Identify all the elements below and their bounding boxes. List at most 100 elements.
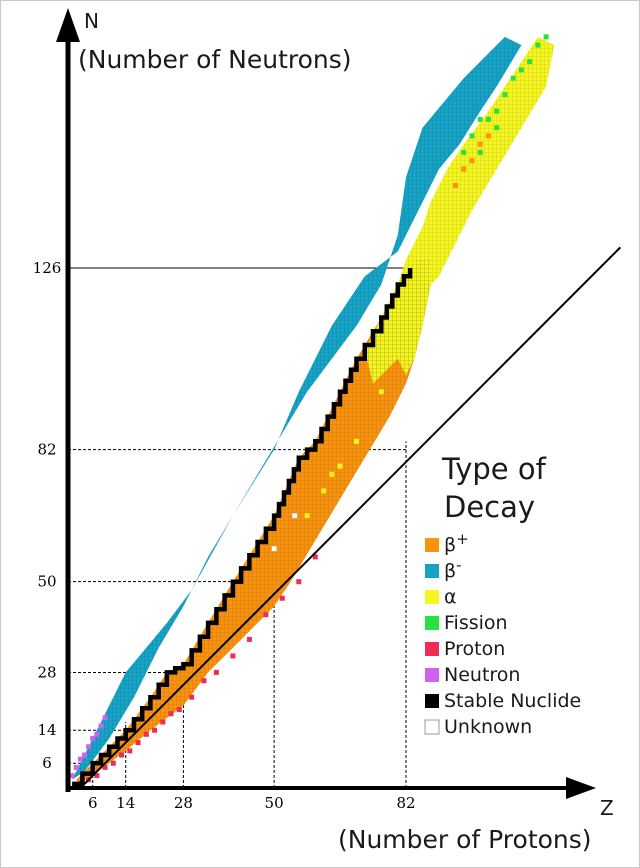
cell-beta-plus	[461, 166, 467, 172]
y-axis-title: (Number of Neutrons)	[78, 45, 352, 74]
cell-neutron	[86, 744, 92, 750]
y-tick-label: 82	[37, 441, 56, 459]
cell-fission	[469, 133, 475, 139]
legend-items: β+β-α Fission Proton Neutron Stable Nuclide U…	[424, 530, 581, 738]
cell-alpha	[304, 513, 310, 519]
region-grid-beta-minus	[72, 36, 522, 780]
cell-proton	[176, 707, 182, 713]
cell-proton	[201, 678, 207, 684]
cell-fission	[543, 34, 549, 40]
cell-fission	[485, 116, 491, 122]
legend-label-fission: Fission	[444, 612, 508, 634]
cell-proton	[135, 740, 141, 746]
legend-label-alpha: α	[444, 586, 457, 608]
legend-label-stable: Stable Nuclide	[444, 690, 581, 712]
cell-proton	[102, 764, 108, 770]
cell-proton	[152, 727, 158, 733]
legend: Type of Decay β+β-α Fission Proton Neutron S…	[424, 452, 581, 738]
cell-fission	[518, 67, 524, 73]
legend-swatch-stable	[425, 694, 439, 708]
y-tick-label: 6	[42, 754, 52, 772]
x-axis-title: (Number of Protons)	[338, 825, 592, 854]
cell-proton	[168, 711, 174, 717]
x-tick-label: 6	[88, 794, 98, 812]
y-tick-label: 14	[37, 721, 56, 739]
cell-fission	[502, 92, 508, 98]
legend-swatch-neutron	[425, 668, 439, 682]
y-axis-arrow-icon	[56, 8, 80, 42]
cell-neutron	[77, 756, 83, 762]
legend-label-unknown: Unknown	[444, 716, 532, 738]
cell-proton	[110, 760, 116, 766]
cell-unknown	[271, 545, 277, 552]
stability-valley	[72, 268, 413, 787]
x-tick-labels: 6 14 28 50 82	[88, 794, 416, 812]
axes	[56, 8, 596, 799]
cell-proton	[246, 636, 252, 642]
cell-neutron	[94, 731, 100, 737]
cell-fission	[510, 75, 516, 81]
cell-fission	[477, 116, 483, 122]
cell-proton	[143, 731, 149, 737]
legend-swatch-beta-minus	[425, 564, 439, 578]
stable-nuclide-staircase	[72, 268, 413, 787]
cell-proton	[160, 719, 166, 725]
cell-proton	[94, 773, 100, 779]
x-tick-label: 50	[265, 794, 284, 812]
y-tick-label: 28	[37, 663, 56, 681]
legend-swatch-unknown	[424, 719, 440, 735]
legend-swatch-fission	[425, 616, 439, 630]
cell-fission	[527, 59, 533, 65]
legend-swatch-alpha	[425, 590, 439, 604]
y-tick-label: 50	[37, 573, 56, 591]
cell-neutron	[98, 723, 104, 729]
x-axis-arrow-icon	[566, 777, 596, 799]
cell-alpha	[378, 389, 384, 395]
cell-proton	[312, 554, 318, 560]
cell-beta-plus	[469, 158, 475, 164]
cell-fission	[461, 149, 467, 155]
y-tick-label: 126	[33, 259, 62, 277]
legend-title-line-1: Type of	[441, 452, 547, 486]
cell-proton	[279, 595, 285, 601]
cell-fission	[494, 125, 500, 131]
cell-fission	[494, 108, 500, 114]
cell-fission	[477, 149, 483, 155]
reference-line-layer	[79, 246, 622, 789]
cell-neutron	[73, 764, 79, 770]
cell-proton	[119, 752, 125, 758]
cell-neutron	[90, 736, 96, 741]
cell-neutron	[69, 773, 75, 779]
legend-swatch-proton	[425, 642, 439, 656]
cell-alpha	[354, 438, 359, 444]
cell-fission	[535, 42, 541, 48]
cell-alpha	[329, 471, 335, 477]
reference-line	[79, 246, 622, 789]
y-axis-letter: N	[84, 9, 99, 33]
legend-label-proton: Proton	[444, 638, 505, 660]
cell-beta-plus	[485, 133, 491, 139]
legend-label-beta-plus: β+	[444, 530, 469, 556]
cell-beta-plus	[453, 183, 458, 188]
cell-neutron	[82, 752, 87, 758]
x-tick-label: 14	[116, 794, 135, 812]
cell-neutron	[102, 715, 108, 721]
cell-proton	[189, 694, 195, 700]
cell-alpha	[337, 463, 343, 469]
region-grid-alpha	[364, 36, 555, 384]
legend-label-neutron: Neutron	[444, 664, 520, 686]
cell-unknown	[291, 512, 298, 519]
legend-swatch-beta-plus	[425, 538, 439, 552]
x-axis-letter: Z	[600, 796, 614, 820]
y-tick-labels: 6 14 28 50 82 126	[33, 259, 62, 772]
cell-proton	[263, 612, 269, 618]
x-tick-label: 82	[396, 794, 415, 812]
cell-alpha	[321, 488, 327, 494]
legend-label-beta-minus: β-	[444, 556, 462, 582]
cell-beta-plus	[477, 141, 483, 147]
cell-proton	[230, 653, 236, 659]
cell-proton	[296, 579, 302, 585]
cell-proton	[127, 748, 133, 754]
cell-proton	[213, 669, 219, 675]
